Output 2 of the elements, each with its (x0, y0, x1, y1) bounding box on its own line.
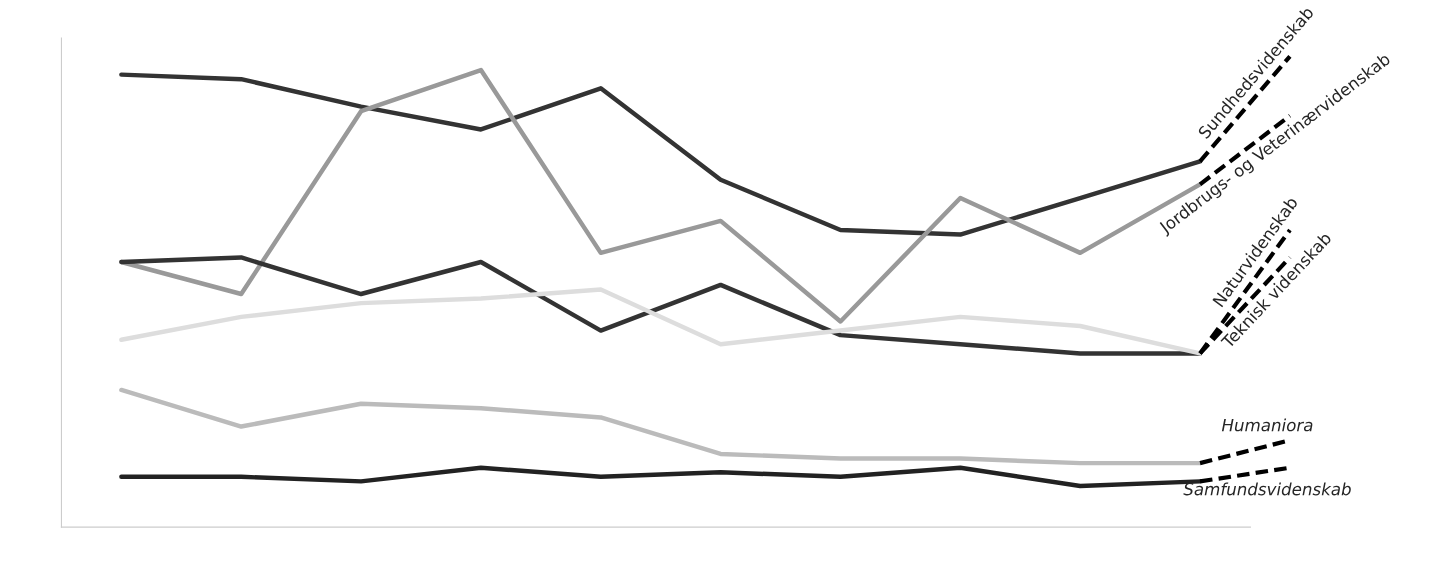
series-label: Samfundsvidenskab (1183, 482, 1351, 496)
text: Humaniora (1221, 418, 1313, 432)
